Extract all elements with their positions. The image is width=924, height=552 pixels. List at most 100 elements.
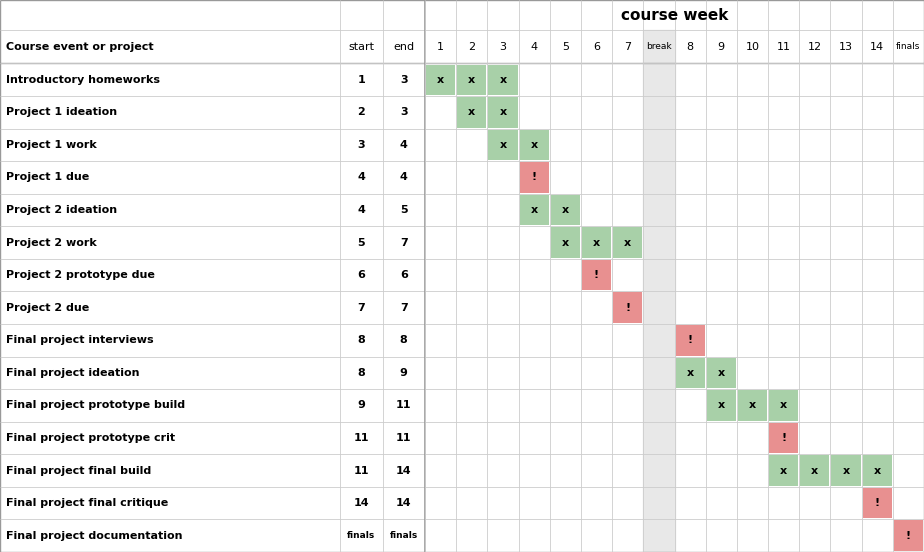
Text: !: !	[781, 433, 786, 443]
Text: Project 2 work: Project 2 work	[6, 237, 97, 248]
Text: 2: 2	[358, 107, 365, 118]
Text: 4: 4	[400, 140, 407, 150]
Text: 3: 3	[500, 42, 506, 52]
Text: 6: 6	[358, 270, 365, 280]
Text: Final project interviews: Final project interviews	[6, 335, 153, 346]
Bar	[832, 455, 860, 486]
Text: x: x	[687, 368, 694, 378]
Text: 9: 9	[718, 42, 724, 52]
Bar	[551, 227, 580, 258]
Text: 4: 4	[530, 42, 538, 52]
Bar	[707, 358, 736, 388]
Text: x: x	[780, 400, 787, 411]
Text: 10: 10	[746, 42, 760, 52]
Bar	[614, 227, 642, 258]
Bar	[894, 521, 923, 551]
Text: x: x	[562, 237, 569, 248]
Text: 13: 13	[839, 42, 853, 52]
Text: x: x	[530, 140, 538, 150]
Text: !: !	[687, 335, 693, 346]
Text: Project 1 work: Project 1 work	[6, 140, 97, 150]
Text: Project 2 prototype due: Project 2 prototype due	[6, 270, 155, 280]
Text: 12: 12	[808, 42, 822, 52]
Text: 4: 4	[358, 172, 365, 183]
Text: Project 2 due: Project 2 due	[6, 302, 90, 313]
Bar	[551, 195, 580, 225]
Text: 7: 7	[358, 302, 365, 313]
Bar	[675, 325, 705, 355]
Text: 8: 8	[687, 42, 694, 52]
Bar	[738, 390, 767, 421]
Bar	[614, 293, 642, 323]
Bar	[489, 97, 517, 128]
Text: Final project final critique: Final project final critique	[6, 498, 168, 508]
Bar	[707, 390, 736, 421]
Text: Course event or project: Course event or project	[6, 42, 153, 52]
Text: Project 1 ideation: Project 1 ideation	[6, 107, 117, 118]
Text: !: !	[531, 172, 537, 183]
Text: !: !	[875, 498, 880, 508]
Text: 11: 11	[354, 465, 369, 476]
Text: 4: 4	[358, 205, 365, 215]
Text: Project 2 ideation: Project 2 ideation	[6, 205, 117, 215]
Text: 5: 5	[400, 205, 407, 215]
Text: 11: 11	[354, 433, 369, 443]
Text: 5: 5	[562, 42, 569, 52]
Text: 6: 6	[593, 42, 600, 52]
Bar	[863, 488, 892, 518]
Text: start: start	[348, 42, 374, 52]
Text: 14: 14	[870, 42, 884, 52]
Text: 8: 8	[358, 335, 365, 346]
Text: x: x	[843, 465, 849, 476]
Text: !: !	[594, 270, 599, 280]
Text: 2: 2	[468, 42, 475, 52]
Text: x: x	[718, 400, 724, 411]
Text: x: x	[780, 465, 787, 476]
Text: 7: 7	[624, 42, 631, 52]
Text: Introductory homeworks: Introductory homeworks	[6, 75, 160, 85]
Text: Final project prototype crit: Final project prototype crit	[6, 433, 176, 443]
Text: 8: 8	[400, 335, 407, 346]
Bar	[643, 30, 675, 552]
Text: 9: 9	[400, 368, 407, 378]
Text: Final project prototype build: Final project prototype build	[6, 400, 185, 411]
Text: x: x	[718, 368, 724, 378]
Text: break: break	[646, 43, 672, 51]
Bar	[519, 130, 549, 160]
Text: 11: 11	[396, 433, 411, 443]
Bar	[582, 260, 611, 290]
Bar	[769, 455, 798, 486]
Text: x: x	[562, 205, 569, 215]
Text: 5: 5	[358, 237, 365, 248]
Text: x: x	[624, 237, 631, 248]
Text: course week: course week	[621, 8, 728, 23]
Bar	[582, 227, 611, 258]
Text: Project 1 due: Project 1 due	[6, 172, 90, 183]
Text: x: x	[593, 237, 600, 248]
Text: 3: 3	[358, 140, 365, 150]
Text: Final project ideation: Final project ideation	[6, 368, 140, 378]
Text: end: end	[394, 42, 414, 52]
Bar	[675, 358, 705, 388]
Text: 9: 9	[358, 400, 365, 411]
Text: 11: 11	[777, 42, 791, 52]
Text: 7: 7	[400, 237, 407, 248]
Text: !: !	[906, 530, 911, 541]
Text: 11: 11	[396, 400, 411, 411]
Text: x: x	[499, 140, 506, 150]
Bar	[457, 65, 486, 95]
Text: x: x	[499, 75, 506, 85]
Text: Final project documentation: Final project documentation	[6, 530, 183, 541]
Text: x: x	[468, 107, 475, 118]
Bar	[769, 390, 798, 421]
Bar	[489, 65, 517, 95]
Bar	[426, 65, 456, 95]
Bar	[863, 455, 892, 486]
Text: finals: finals	[347, 531, 375, 540]
Bar	[457, 97, 486, 128]
Text: 14: 14	[396, 498, 411, 508]
Text: x: x	[811, 465, 819, 476]
Bar	[800, 455, 830, 486]
Text: x: x	[874, 465, 881, 476]
Text: x: x	[499, 107, 506, 118]
